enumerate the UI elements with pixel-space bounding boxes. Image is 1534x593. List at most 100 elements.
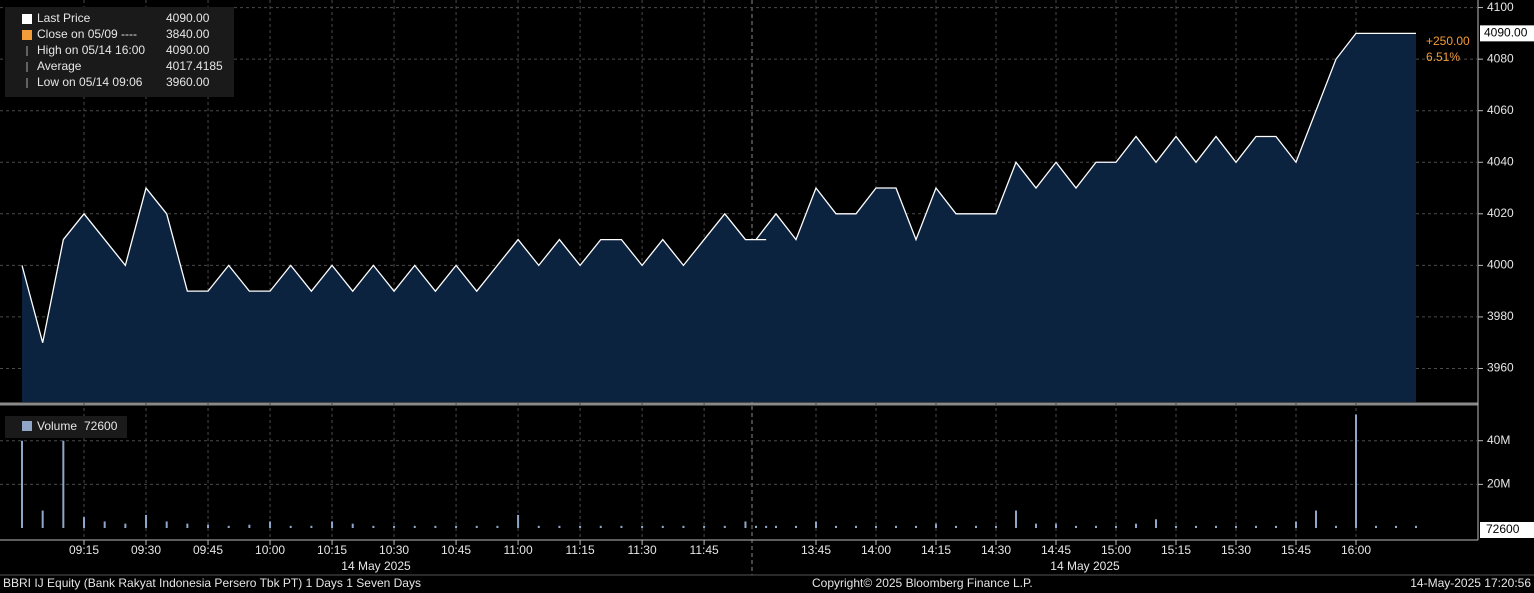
legend-label: Average: [37, 59, 82, 73]
x-tick-label: 09:45: [193, 543, 223, 557]
volume-bar: [1175, 525, 1177, 528]
volume-bar: [227, 525, 230, 528]
volume-bar: [1155, 519, 1157, 528]
volume-bar: [186, 523, 189, 528]
x-tick-label: 10:45: [441, 543, 471, 557]
volume-bar: [915, 525, 917, 528]
y-tick-label: 4060: [1487, 103, 1514, 117]
volume-bar: [289, 525, 292, 528]
volume-bar: [895, 525, 897, 528]
x-tick-label: 10:15: [317, 543, 347, 557]
volume-bar: [579, 525, 582, 528]
volume-bar: [517, 514, 520, 528]
legend-value: 3960.00: [166, 75, 210, 89]
legend-label: Last Price: [37, 11, 91, 25]
area-fill: [22, 33, 1416, 402]
x-tick-label: 09:30: [131, 543, 161, 557]
volume-bar: [103, 521, 106, 528]
volume-bar: [1315, 510, 1317, 528]
volume-bar: [975, 525, 977, 528]
volume-bar: [145, 514, 148, 528]
x-tick-label: 11:45: [690, 543, 719, 557]
volume-bar: [1295, 521, 1297, 528]
legend-value: 72600: [84, 419, 118, 433]
x-tick-label: 11:30: [628, 543, 657, 557]
volume-bar: [995, 525, 997, 528]
volume-bar: [875, 525, 877, 528]
footer-right: 14-May-2025 17:20:56: [1410, 576, 1531, 590]
price-line: [21, 32, 1416, 343]
volume-bar: [1375, 525, 1377, 528]
legend-swatch: [22, 421, 32, 431]
legend-value: 3840.00: [166, 27, 210, 41]
legend-box: [5, 7, 234, 97]
volume-bar: [1335, 525, 1337, 528]
x-tick-label: 10:30: [379, 543, 409, 557]
volume-bar: [62, 440, 65, 528]
volume-bar: [413, 525, 416, 528]
volume-bar: [83, 517, 86, 528]
volume-bar: [310, 525, 313, 528]
y-tick-label: 4080: [1487, 51, 1514, 65]
volume-bar: [331, 521, 334, 528]
x-tick-label: 09:15: [69, 543, 99, 557]
legend-box: [5, 416, 127, 438]
y-tick-label: 4000: [1487, 258, 1514, 272]
volume-bar: [1095, 525, 1097, 528]
volume-bar: [475, 525, 478, 528]
legend-label: High on 05/14 16:00: [37, 43, 145, 57]
volume-bar: [1075, 525, 1077, 528]
x-tick-label: 14:30: [981, 543, 1011, 557]
x-tick-label: 15:00: [1101, 543, 1131, 557]
x-tick-label: 14:00: [861, 543, 891, 557]
volume-bar: [1275, 525, 1277, 528]
volume-bar: [434, 525, 437, 528]
date-label: 14 May 2025: [341, 559, 411, 573]
x-tick-label: 11:15: [566, 543, 595, 557]
y-tick-label: 4040: [1487, 154, 1514, 168]
y-tick-label: 20M: [1487, 477, 1510, 491]
legend-value: 4017.4185: [166, 59, 223, 73]
change-pct-label: 6.51%: [1426, 50, 1460, 64]
volume-bar: [248, 524, 251, 528]
x-tick-label: 14:15: [921, 543, 951, 557]
footer-center: Copyright© 2025 Bloomberg Finance L.P.: [812, 576, 1033, 590]
volume-bar: [765, 525, 768, 528]
x-tick-label: 15:45: [1281, 543, 1311, 557]
legend-label: Close on 05/09 ----: [37, 27, 137, 41]
volume-bar: [1055, 523, 1057, 528]
volume-bar: [207, 524, 210, 528]
volume-bar: [124, 523, 127, 528]
volume-bar: [1195, 525, 1197, 528]
volume-bar: [165, 521, 168, 528]
volume-bar: [723, 525, 726, 528]
volume-bar: [815, 521, 817, 528]
volume-bar: [1135, 523, 1137, 528]
volume-bar: [682, 525, 685, 528]
legend-label: Low on 05/14 09:06: [37, 75, 143, 89]
volume-bar: [393, 525, 396, 528]
volume-bar: [1355, 414, 1357, 528]
volume-bar: [620, 525, 623, 528]
volume-bar: [21, 440, 23, 528]
x-tick-label: 10:00: [255, 543, 285, 557]
volume-bar: [351, 523, 354, 528]
legend-swatch: [22, 30, 32, 40]
volume-bar: [795, 525, 797, 528]
volume-bar: [955, 525, 957, 528]
volume-bar: [1395, 525, 1397, 528]
volume-bar: [703, 525, 706, 528]
footer-left: BBRI IJ Equity (Bank Rakyat Indonesia Pe…: [3, 576, 421, 590]
y-tick-label: 4020: [1487, 206, 1514, 220]
legend-swatch: [22, 14, 32, 24]
volume-bar: [641, 525, 644, 528]
y-tick-label: 3960: [1487, 361, 1514, 375]
y-tick-label: 3980: [1487, 309, 1514, 323]
legend-label: Volume: [37, 419, 77, 433]
x-tick-label: 13:45: [801, 543, 831, 557]
volume-bar: [269, 521, 272, 528]
legend-value: 4090.00: [166, 11, 210, 25]
volume-bar: [41, 510, 44, 528]
